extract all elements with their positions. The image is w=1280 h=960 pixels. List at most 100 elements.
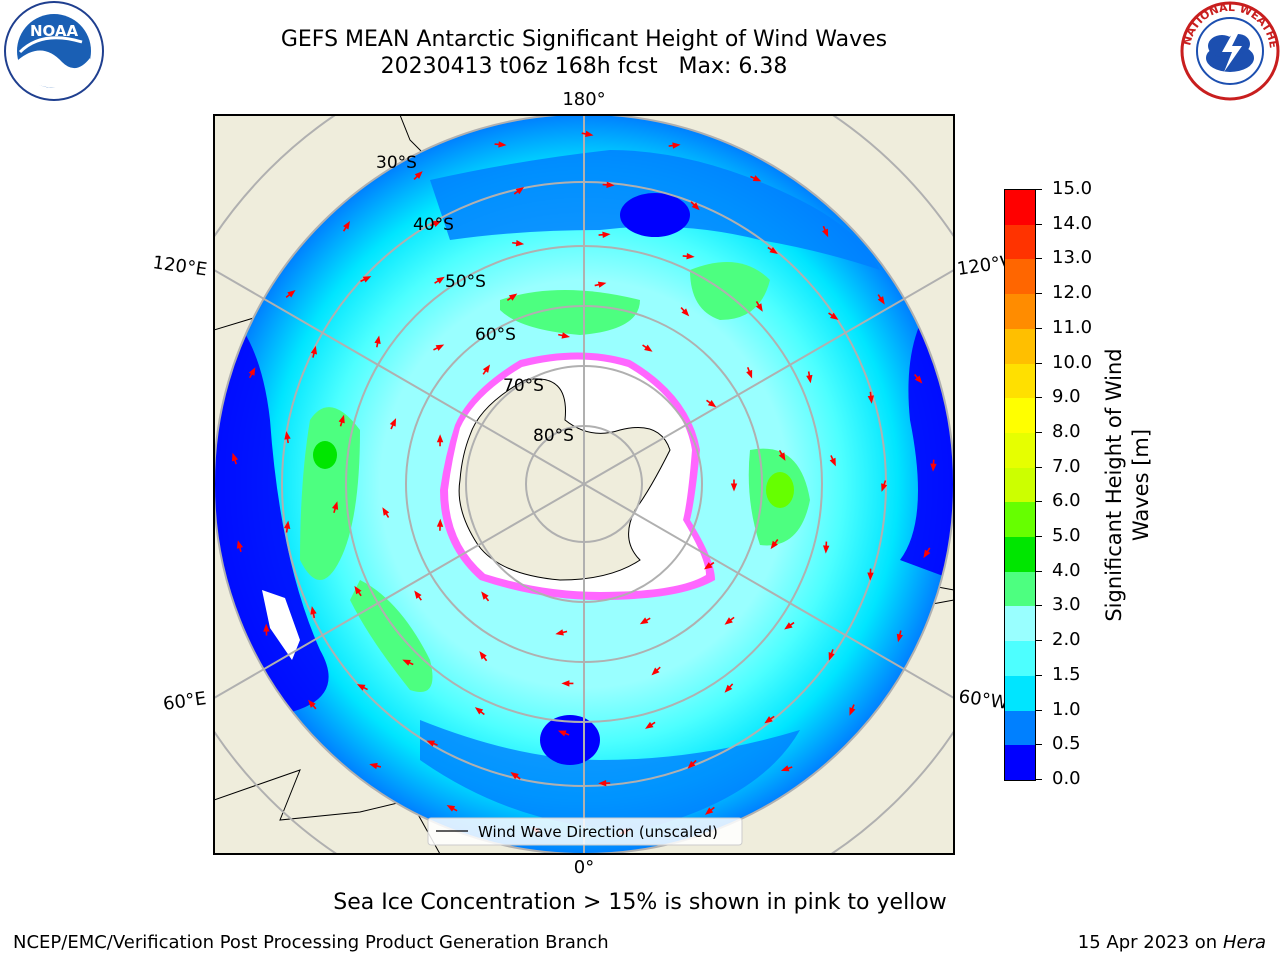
lat-label-60s: 60°S bbox=[475, 325, 516, 345]
colorbar-segment bbox=[1005, 675, 1035, 711]
wave-direction-arrowhead bbox=[389, 418, 397, 427]
low-wave-region-west bbox=[214, 300, 329, 720]
lon-label-60w: 60°W bbox=[957, 686, 1009, 714]
wave-direction-arrowhead bbox=[498, 141, 507, 148]
colorbar-tick-mark bbox=[1035, 709, 1042, 711]
colorbar-tick-label: 5.0 bbox=[1052, 525, 1081, 547]
lon-label-0: 0° bbox=[574, 857, 594, 878]
africa-land bbox=[214, 769, 441, 854]
wave-direction-arrowhead bbox=[704, 562, 713, 570]
colorbar-tick-label: 7.0 bbox=[1052, 455, 1081, 477]
wave-direction-arrowhead bbox=[263, 623, 270, 632]
wind-wave-arrows bbox=[231, 130, 937, 835]
lat-label-50s: 50°S bbox=[445, 272, 486, 292]
chart-subtitle: 20230413 t06z 168h fcst Max: 6.38 bbox=[380, 54, 788, 79]
wave-direction-arrowhead bbox=[896, 633, 903, 643]
sea-ice-note: Sea Ice Concentration > 15% is shown in … bbox=[333, 890, 947, 915]
wave-direction-arrowhead bbox=[822, 228, 829, 238]
wave-direction-arrowhead bbox=[248, 367, 256, 376]
lat-label-80s: 80°S bbox=[533, 426, 574, 446]
colorbar-segment bbox=[1005, 363, 1035, 399]
colorbar-tick-mark bbox=[1035, 293, 1042, 295]
colorbar-tick-label: 4.0 bbox=[1052, 559, 1081, 581]
wave-direction-arrowhead bbox=[414, 590, 422, 599]
wave-direction-arrowhead bbox=[374, 335, 381, 344]
wave-direction-arrowhead bbox=[923, 549, 931, 559]
wave-direction-arrowhead bbox=[481, 591, 489, 600]
colorbar-tick-mark bbox=[1035, 223, 1042, 225]
colorbar-segment bbox=[1005, 502, 1035, 538]
colorbar-segment bbox=[1005, 571, 1035, 607]
graticule bbox=[214, 115, 954, 854]
wave-direction-arrowhead bbox=[343, 221, 350, 230]
wave-direction-arrowhead bbox=[555, 629, 564, 636]
wave-direction-arrowhead bbox=[672, 142, 681, 149]
high-wave-belt-northeast bbox=[690, 262, 770, 320]
wave-direction-arrowhead bbox=[557, 730, 567, 737]
colorbar-segment bbox=[1005, 710, 1035, 746]
colorbar-segment bbox=[1005, 641, 1035, 676]
wave-direction-arrowhead bbox=[362, 276, 372, 283]
wave-direction-arrowhead bbox=[730, 483, 738, 492]
wave-direction-arrowhead bbox=[778, 452, 786, 461]
colorbar-tick-mark bbox=[1035, 640, 1042, 642]
colorbar-tick-label: 3.0 bbox=[1052, 594, 1081, 616]
lon-label-120e: 120°E bbox=[151, 252, 208, 280]
wave-direction-arrowhead bbox=[510, 771, 519, 780]
wave-direction-arrowhead bbox=[881, 483, 888, 492]
wave-direction-arrowhead bbox=[436, 276, 445, 284]
wave-direction-arrowhead bbox=[770, 540, 778, 550]
wave-direction-arrowhead bbox=[236, 540, 244, 549]
credit-date: 15 Apr 2023 on bbox=[1077, 932, 1223, 953]
colorbar-segment bbox=[1005, 537, 1035, 572]
colorbar-tick-label: 0.0 bbox=[1052, 768, 1081, 789]
colorbar-tick-label: 15.0 bbox=[1052, 178, 1093, 199]
colorbar-tick-mark bbox=[1035, 536, 1042, 538]
wave-direction-arrowhead bbox=[435, 344, 445, 351]
wave-direction-arrowhead bbox=[310, 606, 317, 615]
wave-direction-arrowhead bbox=[231, 452, 239, 462]
lon-label-60e: 60°E bbox=[162, 688, 208, 715]
wave-direction-arrowhead bbox=[402, 659, 411, 666]
colorbar-tick-mark bbox=[1035, 327, 1042, 329]
wave-direction-arrowhead bbox=[930, 463, 937, 472]
wave-direction-arrowhead bbox=[331, 501, 339, 510]
colorbar-tick-label: 11.0 bbox=[1052, 316, 1093, 338]
wave-direction-arrowhead bbox=[598, 780, 607, 787]
colorbar-tick-mark bbox=[1035, 501, 1042, 503]
wave-direction-arrowhead bbox=[830, 312, 839, 320]
credit-host: Hera bbox=[1222, 932, 1266, 953]
wave-direction-arrowhead bbox=[704, 807, 714, 815]
missing-data-patch bbox=[262, 590, 300, 660]
wave-direction-arrowhead bbox=[354, 585, 362, 595]
map-frame bbox=[213, 114, 955, 855]
wave-direction-arrowhead bbox=[414, 171, 423, 179]
legend-label: Wind Wave Direction (unscaled) bbox=[478, 823, 718, 841]
colorbar-tick-mark bbox=[1035, 189, 1042, 190]
wave-direction-arrowhead bbox=[338, 414, 345, 424]
nws-logo: NATIONAL WEATHER SERVICE bbox=[1176, 0, 1280, 101]
wave-direction-arrowhead bbox=[828, 652, 835, 661]
colorbar-tick-label: 0.5 bbox=[1052, 733, 1081, 755]
colorbar-tick-label: 10.0 bbox=[1052, 351, 1093, 373]
wave-direction-arrowhead bbox=[436, 518, 444, 527]
wave-direction-arrowhead bbox=[561, 332, 571, 339]
wave-direction-arrowhead bbox=[867, 572, 874, 581]
wave-direction-arrowhead bbox=[436, 434, 444, 443]
credit-left: NCEP/EMC/Verification Post Processing Pr… bbox=[13, 932, 609, 953]
low-wave-region-south bbox=[420, 720, 800, 830]
colorbar-tick-label: 2.0 bbox=[1052, 629, 1081, 651]
colorbar-segment bbox=[1005, 398, 1035, 433]
wave-direction-arrowhead bbox=[474, 707, 484, 715]
wave-direction-arrowhead bbox=[597, 281, 607, 288]
wave-direction-arrowhead bbox=[561, 680, 570, 687]
low-wave-patch bbox=[620, 193, 690, 237]
colorbar-tick-mark bbox=[1035, 397, 1042, 399]
colorbar-label: Significant Height of Wind Waves [m] bbox=[1102, 348, 1153, 622]
wave-direction-arrowhead bbox=[746, 369, 753, 379]
credit-right: 15 Apr 2023 on Hera bbox=[1078, 932, 1266, 953]
colorbar-segment bbox=[1005, 432, 1035, 468]
wave-direction-arrowhead bbox=[829, 457, 836, 467]
colorbar-segment bbox=[1005, 259, 1035, 295]
chart-title: GEFS MEAN Antarctic Significant Height o… bbox=[280, 27, 888, 52]
